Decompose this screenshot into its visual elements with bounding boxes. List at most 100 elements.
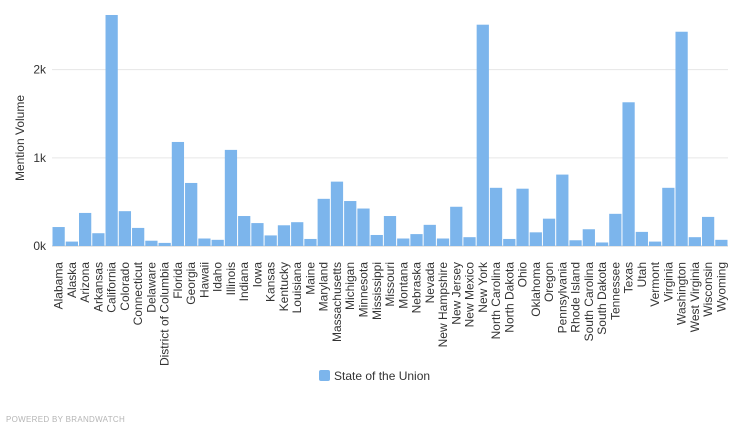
- bar-alabama[interactable]: [52, 227, 65, 246]
- bar-west-virginia[interactable]: [688, 237, 701, 246]
- bar-district-of-columbia[interactable]: [158, 242, 171, 246]
- y-tick-label: 0k: [33, 239, 47, 253]
- bar-maryland[interactable]: [317, 198, 330, 246]
- x-tick-label: Alaska: [65, 262, 79, 298]
- brandwatch-credit: POWERED BY BRANDWATCH: [6, 415, 126, 424]
- bar-ohio[interactable]: [516, 188, 529, 246]
- bar-montana[interactable]: [397, 238, 410, 246]
- bar-minnesota[interactable]: [357, 208, 370, 246]
- x-tick-label: Pennsylvania: [555, 262, 569, 334]
- x-tick-label: Kansas: [264, 262, 278, 302]
- x-tick-label: Minnesota: [356, 262, 370, 318]
- x-tick-label: New York: [476, 261, 490, 313]
- bar-vermont[interactable]: [648, 241, 662, 246]
- bar-wyoming[interactable]: [715, 239, 728, 246]
- x-tick-label: Virginia: [661, 262, 675, 302]
- bar-mississippi[interactable]: [370, 234, 383, 246]
- bar-tennessee[interactable]: [609, 213, 622, 246]
- bar-virginia[interactable]: [662, 187, 675, 246]
- x-tick-label: Ohio: [516, 262, 530, 288]
- x-tick-label: Texas: [622, 262, 636, 293]
- bar-maine[interactable]: [304, 238, 317, 246]
- y-tick-label: 1k: [33, 151, 47, 165]
- x-tick-label: Indiana: [237, 262, 251, 302]
- bar-georgia[interactable]: [185, 182, 198, 246]
- bar-new-hampshire[interactable]: [436, 238, 450, 246]
- x-tick-label: Michigan: [343, 262, 357, 310]
- x-tick-label: New Mexico: [463, 262, 477, 328]
- x-tick-label: Wyoming: [714, 262, 728, 312]
- x-tick-label: Arizona: [78, 262, 92, 303]
- x-tick-label: Oregon: [542, 262, 556, 302]
- bar-wisconsin[interactable]: [701, 216, 715, 246]
- bar-arkansas[interactable]: [92, 233, 105, 246]
- bar-massachusetts[interactable]: [330, 181, 344, 246]
- bar-kansas[interactable]: [264, 235, 277, 246]
- x-tick-label: District of Columbia: [158, 262, 172, 366]
- legend-swatch[interactable]: [319, 370, 330, 381]
- bar-hawaii[interactable]: [198, 238, 211, 246]
- bar-delaware[interactable]: [145, 240, 158, 246]
- bar-connecticut[interactable]: [132, 227, 145, 246]
- bar-washington[interactable]: [675, 31, 688, 246]
- x-tick-label: Missouri: [383, 262, 397, 307]
- bar-oregon[interactable]: [542, 218, 556, 246]
- bar-indiana[interactable]: [238, 216, 251, 246]
- x-tick-label: Hawaii: [197, 262, 211, 298]
- bar-nebraska[interactable]: [410, 234, 423, 246]
- bar-alaska[interactable]: [65, 241, 78, 246]
- x-axis-tick-labels: Alabama Alaska Arizona Arkansas California Co…: [52, 261, 729, 366]
- bar-utah[interactable]: [635, 231, 648, 246]
- bar-north-carolina[interactable]: [489, 187, 503, 246]
- bars: [52, 14, 728, 246]
- x-tick-label: South Carolina: [582, 262, 596, 342]
- legend[interactable]: State of the Union: [319, 369, 430, 383]
- bar-california[interactable]: [105, 14, 118, 246]
- x-tick-label: New Jersey: [449, 262, 463, 325]
- y-axis-title: Mention Volume: [13, 95, 27, 181]
- x-tick-label: Tennessee: [608, 262, 622, 320]
- bar-idaho[interactable]: [211, 239, 224, 246]
- bar-oklahoma[interactable]: [529, 232, 542, 246]
- bar-new-mexico[interactable]: [463, 237, 476, 246]
- bar-south-carolina[interactable]: [582, 229, 595, 246]
- bar-arizona[interactable]: [79, 212, 92, 246]
- x-tick-label: California: [105, 262, 119, 313]
- bar-rhode-island[interactable]: [569, 240, 582, 246]
- bar-michigan[interactable]: [344, 201, 357, 246]
- bar-kentucky[interactable]: [277, 225, 291, 246]
- x-tick-label: Illinois: [224, 262, 238, 295]
- x-tick-label: Iowa: [250, 262, 264, 288]
- x-tick-label: Maryland: [317, 262, 331, 311]
- x-tick-label: Utah: [635, 262, 649, 287]
- bar-north-dakota[interactable]: [503, 238, 516, 246]
- x-tick-label: South Dakota: [595, 262, 609, 335]
- x-tick-label: Delaware: [144, 262, 158, 313]
- x-tick-label: Nevada: [423, 262, 437, 304]
- x-tick-label: New Hampshire: [436, 262, 450, 348]
- x-tick-label: West Virginia: [688, 262, 702, 333]
- bar-texas[interactable]: [622, 102, 635, 246]
- x-tick-label: Nebraska: [410, 262, 424, 314]
- x-tick-label: Maine: [303, 262, 317, 295]
- bar-colorado[interactable]: [118, 211, 132, 246]
- x-tick-label: Oklahoma: [529, 262, 543, 317]
- bar-florida[interactable]: [171, 141, 185, 246]
- x-tick-label: North Dakota: [502, 262, 516, 333]
- bar-new-york[interactable]: [476, 24, 489, 246]
- bar-pennsylvania[interactable]: [556, 174, 569, 246]
- bar-iowa[interactable]: [251, 223, 264, 246]
- bar-south-dakota[interactable]: [595, 242, 609, 246]
- bar-louisiana[interactable]: [291, 222, 304, 246]
- bar-missouri[interactable]: [383, 216, 397, 246]
- bar-new-jersey[interactable]: [450, 206, 463, 246]
- x-tick-label: Vermont: [648, 261, 662, 306]
- bar-illinois[interactable]: [224, 149, 238, 246]
- x-tick-label: Idaho: [211, 262, 225, 292]
- x-tick-label: Wisconsin: [701, 262, 715, 317]
- x-tick-label: Mississippi: [370, 262, 384, 320]
- x-tick-label: Alabama: [52, 262, 66, 310]
- bar-nevada[interactable]: [423, 224, 436, 246]
- legend-label[interactable]: State of the Union: [334, 369, 430, 383]
